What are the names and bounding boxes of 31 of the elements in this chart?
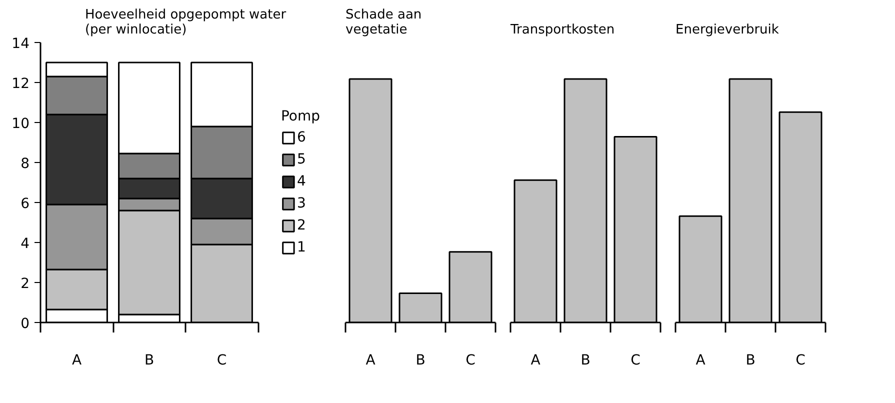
chart-title: Transportkosten <box>510 22 615 38</box>
y-tick-label: 12 <box>12 76 30 92</box>
legend-label: 4 <box>296 174 307 190</box>
x-tick-label: A <box>696 352 706 368</box>
x-tick-label: C <box>466 352 476 368</box>
chart-title: Energieverbruik <box>676 22 780 38</box>
x-tick-label: A <box>530 352 541 368</box>
y-tick-label: 10 <box>12 116 30 132</box>
y-tick-label: 14 <box>12 36 30 52</box>
x-tick-label: B <box>746 352 756 368</box>
y-tick-label: 2 <box>20 276 30 292</box>
chart-title: Hoeveelheid opgepompt water (per winlocatie) <box>84 8 287 38</box>
legend-label: 6 <box>296 130 307 146</box>
legend-label: 5 <box>296 152 307 168</box>
x-tick-label: A <box>72 352 82 368</box>
x-tick-label: B <box>144 352 154 368</box>
chart-title: Schade aan vegetatie <box>346 8 422 38</box>
legend-label: 2 <box>296 218 307 234</box>
x-tick-label: A <box>366 352 376 368</box>
y-tick-label: 6 <box>20 196 30 212</box>
y-tick-label: 4 <box>20 236 30 252</box>
legend-title: Pomp <box>280 108 320 124</box>
x-tick-label: C <box>630 352 641 368</box>
x-tick-label: C <box>796 352 806 368</box>
y-tick-label: 8 <box>20 156 30 172</box>
legend-label: 3 <box>296 196 307 212</box>
x-tick-label: B <box>580 352 590 368</box>
x-tick-label: C <box>216 352 227 368</box>
x-tick-label: B <box>416 352 426 368</box>
y-tick-label: 0 <box>20 316 30 332</box>
legend-label: 1 <box>296 240 307 256</box>
